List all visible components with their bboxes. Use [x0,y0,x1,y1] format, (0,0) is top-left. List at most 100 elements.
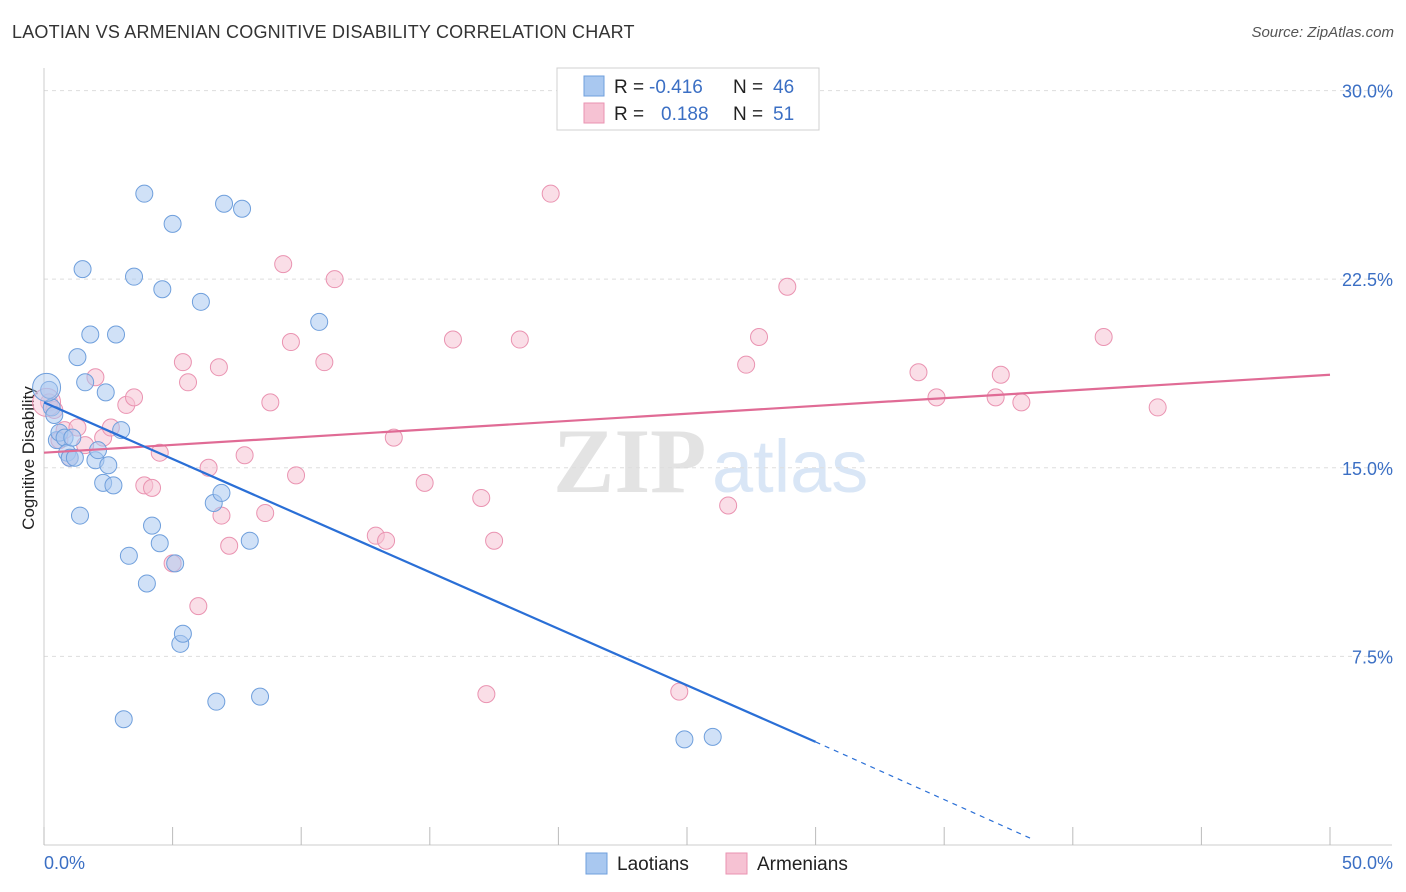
armenians-point [281,333,300,352]
legend-n-label-2: N = [733,104,763,125]
armenians-point [750,328,769,347]
trend-lines [43,373,1331,841]
laotians-point [104,476,123,495]
x-tick-label-min: 0.0% [44,853,85,873]
legend-r-label-2: R = [614,104,644,125]
laotians-point [233,199,252,218]
armenians-point [220,536,239,555]
legend-n-value-1: 46 [773,77,794,98]
armenians-point [315,353,334,372]
laotians-point [215,194,234,213]
chart-source: Source: ZipAtlas.com [1251,24,1394,41]
laotians-point [703,727,722,746]
armenians-point [986,388,1005,407]
laotians-point [150,534,169,553]
y-axis-title: Cognitive Disability [19,386,38,530]
armenians-point [510,330,529,349]
laotians-point [191,292,210,311]
chart-title: LAOTIAN VS ARMENIAN COGNITIVE DISABILITY… [12,22,635,42]
laotians-point [99,456,118,475]
armenians-point [325,270,344,289]
armenians-point [261,393,280,412]
armenians-point [1012,393,1031,412]
armenians-point [256,504,275,523]
laotians-point [107,325,126,344]
legend-r-value-2: 0.188 [661,104,709,125]
laotians-point [207,692,226,711]
laotians-trend-line [43,401,817,743]
armenians-point [274,255,293,274]
armenians-point [719,496,738,515]
armenians-point [179,373,198,392]
laotians-point [114,710,133,729]
laotians-point [153,280,172,299]
armenians-point [443,330,462,349]
watermark-atlas: atlas [712,425,868,508]
laotians-point [251,687,270,706]
laotians-trend-extension [815,741,1035,841]
series-legend: Laotians Armenians [585,852,848,875]
legend-r-value-1: -0.416 [649,77,703,98]
axes [43,68,1392,846]
laotians-point [240,531,259,550]
armenians-point [189,597,208,616]
laotians-point [135,184,154,203]
bottom-legend-swatch-armenians [725,852,748,875]
legend-swatch-laotians [583,75,605,97]
armenians-point [778,277,797,296]
laotians-point [125,267,144,286]
bottom-legend-armenians: Armenians [757,854,848,875]
legend-n-value-2: 51 [773,104,794,125]
laotians-point [81,325,100,344]
laotians-point [40,380,59,399]
armenians-point [541,184,560,203]
watermark-zip: ZIP [553,410,706,512]
y-tick-label: 7.5% [1352,647,1393,667]
armenians-point [415,473,434,492]
armenians-point [991,365,1010,384]
laotians-point [137,574,156,593]
armenians-point [737,355,756,374]
laotians-point [65,448,84,467]
laotians-point [173,624,192,643]
legend-r-label-1: R = [614,77,644,98]
armenians-point [472,488,491,507]
laotians-point [96,383,115,402]
correlation-legend: R = -0.416 N = 46 R = 0.188 N = 51 [556,67,820,131]
laotians-point [63,428,82,447]
legend-swatch-armenians [583,102,605,124]
armenians-point [384,428,403,447]
y-tick-label: 15.0% [1342,459,1393,479]
laotians-point [212,483,231,502]
laotians-point [68,348,87,367]
laotians-point [76,373,95,392]
laotians-point [119,546,138,565]
laotians-point [310,312,329,331]
bottom-legend-swatch-laotians [585,852,608,875]
x-tick-label-max: 50.0% [1342,853,1393,873]
laotians-point [143,516,162,535]
armenians-point [125,388,144,407]
laotians-point [675,730,694,749]
armenians-point [477,685,496,704]
armenians-trend-line [43,373,1331,454]
laotians-point-large [32,372,62,402]
armenians-point [1148,398,1167,417]
legend-n-label-1: N = [733,77,763,98]
y-tick-label: 30.0% [1342,82,1393,102]
armenians-point [377,531,396,550]
laotians-point [163,214,182,233]
laotians-point [71,506,90,525]
armenians-point [173,353,192,372]
armenians-point [209,358,228,377]
bottom-legend-laotians: Laotians [617,854,689,875]
laotians-point [166,554,185,573]
grid-lines [44,90,1392,657]
laotians-point [73,260,92,279]
armenians-point [1094,328,1113,347]
armenians-point [909,363,928,382]
armenians-point [143,478,162,497]
armenians-point [287,466,306,485]
y-tick-label: 22.5% [1342,270,1393,290]
